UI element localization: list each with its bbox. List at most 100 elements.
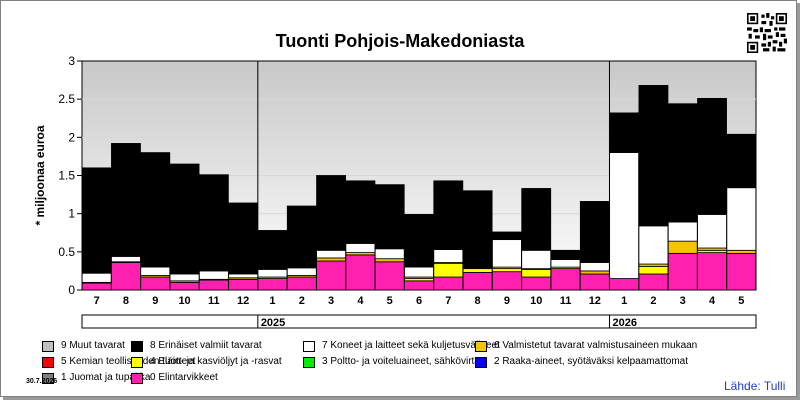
y-tick-label: 0 bbox=[68, 283, 75, 297]
x-tick-label: 1 bbox=[269, 295, 275, 307]
bar-segment bbox=[462, 272, 493, 291]
bar-segment bbox=[198, 174, 229, 272]
date-stamp: 30.7.2026 bbox=[26, 378, 58, 385]
qr-code-icon[interactable] bbox=[747, 13, 787, 53]
bar-segment bbox=[81, 272, 112, 283]
bar-segment bbox=[169, 163, 200, 275]
bar-segment bbox=[492, 268, 522, 273]
bar-segment bbox=[609, 278, 640, 291]
x-tick-label: 1 bbox=[621, 295, 627, 307]
bar-segment bbox=[492, 271, 522, 291]
bar-segment bbox=[374, 261, 405, 291]
bar-segment bbox=[198, 270, 229, 280]
bar-segment bbox=[345, 243, 376, 253]
x-tick-label: 7 bbox=[94, 295, 100, 307]
bar-segment bbox=[697, 214, 727, 249]
x-tick-label: 12 bbox=[237, 295, 249, 307]
bar-segment bbox=[433, 180, 464, 250]
bar-segment bbox=[374, 258, 405, 263]
x-tick-label: 9 bbox=[152, 295, 158, 307]
x-tick-label: 9 bbox=[504, 295, 510, 307]
bar-segment bbox=[667, 103, 698, 223]
bar-segment bbox=[316, 260, 346, 291]
y-tick-label: 2.5 bbox=[58, 92, 75, 106]
bar-segment bbox=[111, 256, 141, 263]
bar-segment bbox=[462, 190, 493, 268]
bar-segment bbox=[404, 266, 434, 278]
x-tick-label: 3 bbox=[328, 295, 334, 307]
bar-segment bbox=[667, 240, 698, 254]
bar-segment bbox=[316, 249, 346, 259]
bar-segment bbox=[638, 225, 669, 265]
bar-segment bbox=[462, 268, 493, 273]
bar-segment bbox=[316, 257, 346, 262]
x-tick-label: 10 bbox=[530, 295, 542, 307]
bar-segment bbox=[257, 268, 288, 278]
bar-segment bbox=[286, 267, 317, 276]
y-axis-label: * miljoonaa euroa bbox=[33, 125, 47, 225]
bar-segment bbox=[228, 202, 259, 275]
year-label: 2026 bbox=[612, 317, 636, 329]
bar-segment bbox=[433, 262, 464, 278]
bar-segment bbox=[169, 281, 200, 291]
bar-segment bbox=[492, 231, 522, 241]
bar-segment bbox=[579, 201, 610, 263]
legend-label: 5 Kemian teollisuuden tuotteet bbox=[61, 356, 196, 367]
y-tick-label: 3 bbox=[68, 54, 75, 68]
x-tick-label: 11 bbox=[560, 295, 572, 307]
x-tick-label: 6 bbox=[416, 295, 422, 307]
bar-segment bbox=[579, 273, 610, 291]
bar-segment bbox=[140, 266, 171, 276]
source-link[interactable]: Lähde: Tulli bbox=[724, 379, 786, 393]
legend-label: 9 Muut tavarat bbox=[61, 340, 125, 351]
bar-segment bbox=[550, 249, 581, 260]
bar-segment bbox=[638, 273, 669, 291]
x-tick-label: 11 bbox=[208, 295, 220, 307]
bar-segment bbox=[404, 280, 434, 291]
chart-title: Tuonti Pohjois-Makedoniasta bbox=[275, 31, 525, 51]
bar-segment bbox=[521, 188, 552, 251]
legend-label: 4 Eläin- ja kasviöljyt ja -rasvat bbox=[150, 356, 282, 367]
bar-segment bbox=[726, 249, 757, 254]
bar-segment bbox=[550, 259, 581, 268]
bar-segment bbox=[228, 273, 259, 279]
bar-segment bbox=[286, 276, 317, 291]
bar-segment bbox=[111, 262, 141, 291]
bar-segment bbox=[316, 175, 346, 251]
bar-segment bbox=[667, 221, 698, 242]
bar-segment bbox=[345, 180, 376, 244]
bar-segment bbox=[374, 184, 405, 250]
x-tick-label: 2 bbox=[299, 295, 305, 307]
x-tick-label: 10 bbox=[178, 295, 190, 307]
bar-segment bbox=[492, 239, 522, 268]
bar-segment bbox=[198, 279, 229, 291]
x-tick-label: 8 bbox=[475, 295, 481, 307]
bar-segment bbox=[228, 278, 259, 291]
legend-label: 8 Erinäiset valmiit tavarat bbox=[150, 340, 262, 351]
bar-segment bbox=[374, 248, 405, 260]
bar-segment bbox=[81, 167, 112, 274]
x-tick-label: 5 bbox=[387, 295, 393, 307]
y-tick-label: 1.5 bbox=[58, 169, 75, 183]
bar-segment bbox=[521, 268, 552, 278]
bar-segment bbox=[169, 273, 200, 282]
legend-label: 0 Elintarvikkeet bbox=[150, 372, 218, 383]
x-tick-label: 2 bbox=[650, 295, 656, 307]
bar-segment bbox=[609, 152, 640, 279]
bar-segment bbox=[697, 252, 727, 291]
y-tick-label: 1 bbox=[68, 207, 75, 221]
bar-segment bbox=[579, 270, 610, 275]
x-tick-label: 4 bbox=[709, 295, 716, 307]
year-label: 2025 bbox=[261, 317, 285, 329]
bar-segment bbox=[433, 276, 464, 291]
bar-segment bbox=[140, 152, 171, 268]
bar-segment bbox=[638, 265, 669, 275]
legend-label: 1 Juomat ja tupakka bbox=[61, 372, 151, 383]
bar-segment bbox=[726, 133, 757, 189]
bar-segment bbox=[257, 230, 288, 270]
bar-segment bbox=[404, 214, 434, 268]
bar-segment bbox=[697, 98, 727, 215]
x-tick-label: 8 bbox=[123, 295, 129, 307]
bar-segment bbox=[433, 249, 464, 263]
bar-segment bbox=[257, 278, 288, 291]
